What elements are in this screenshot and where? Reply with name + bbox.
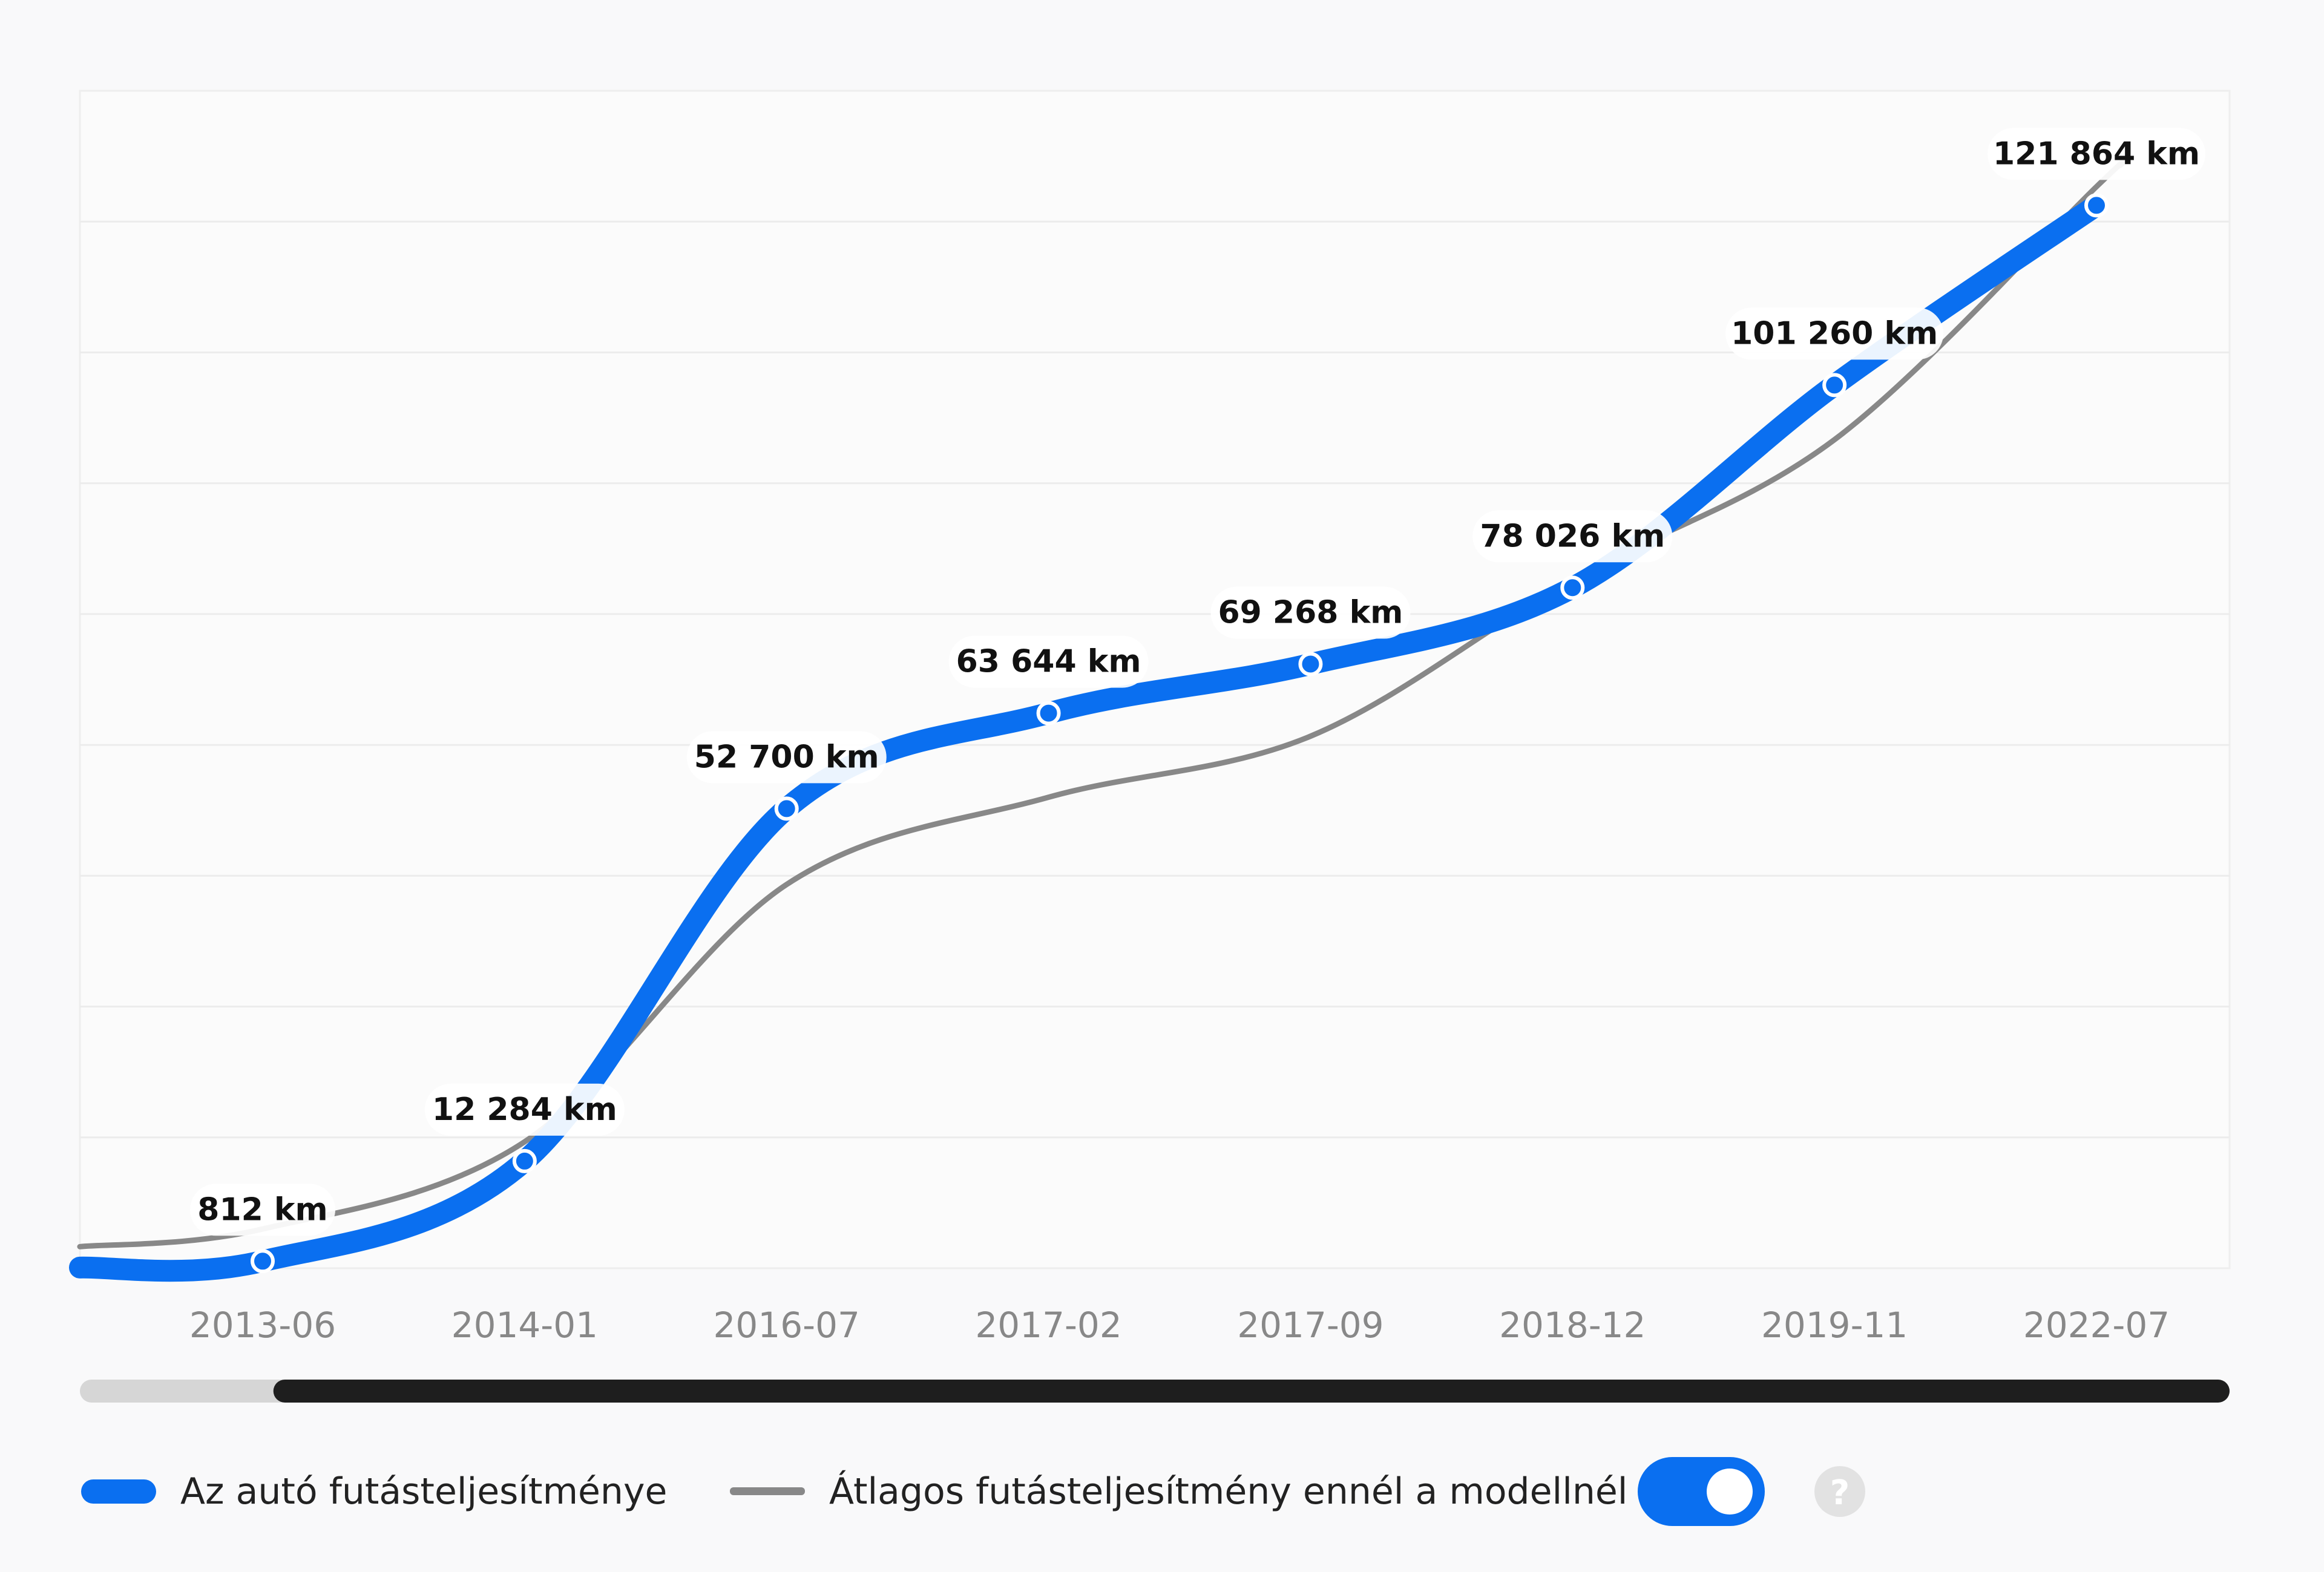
data-point xyxy=(1560,575,1585,600)
x-tick-label: 2017-02 xyxy=(975,1305,1121,1346)
data-label-background xyxy=(1472,510,1673,563)
data-point xyxy=(512,1148,537,1173)
data-label-background xyxy=(190,1184,335,1236)
data-label: 69 268 km xyxy=(1218,595,1403,631)
data-label-background xyxy=(1210,586,1411,639)
legend-swatch-average-mileage xyxy=(730,1487,805,1495)
legend-label-average-mileage: Átlagos futásteljesítmény ennél a modell… xyxy=(829,1470,1627,1513)
x-tick-label: 2017-09 xyxy=(1237,1305,1384,1346)
x-tick-label: 2022-07 xyxy=(2023,1305,2170,1346)
data-label: 101 260 km xyxy=(1731,315,1938,352)
series-line-average-mileage xyxy=(77,157,2128,1249)
legend-label-car-mileage: Az autó futásteljesítménye xyxy=(180,1470,667,1513)
x-tick-label: 2013-06 xyxy=(189,1305,336,1346)
scrollbar-thumb[interactable] xyxy=(273,1380,2230,1403)
x-axis: 2013-06 2014-01 2016-07 2017-02 2017-09 2018-… xyxy=(189,1305,2170,1346)
x-tick-label: 2019-11 xyxy=(1761,1305,1908,1346)
data-labels: 812 km 12 284 km 52 700 km 63 644 km 69 268 … xyxy=(190,128,2205,1236)
data-label: 121 864 km xyxy=(1993,136,2200,172)
grid-lines xyxy=(80,220,2230,1139)
plot-area xyxy=(79,90,2231,1269)
data-label: 812 km xyxy=(197,1191,327,1228)
data-point xyxy=(774,796,799,821)
toggle-knob[interactable] xyxy=(1707,1469,1753,1515)
data-point xyxy=(1036,701,1061,725)
data-point xyxy=(1298,652,1323,676)
legend-swatch-car-mileage xyxy=(81,1479,156,1504)
data-label-background xyxy=(424,1083,625,1136)
data-label: 63 644 km xyxy=(956,644,1141,680)
average-toggle-switch[interactable] xyxy=(1638,1457,1765,1526)
help-icon-glyph: ? xyxy=(1830,1473,1850,1513)
x-tick-label: 2016-07 xyxy=(714,1305,860,1346)
legend-item-car-mileage[interactable]: Az autó futásteljesítménye xyxy=(81,1470,667,1513)
data-label-background xyxy=(1988,128,2205,180)
data-point xyxy=(1822,373,1847,398)
data-label-background xyxy=(686,731,887,784)
data-label-background xyxy=(948,635,1149,688)
data-point xyxy=(2084,193,2109,218)
legend-item-average-mileage[interactable]: Átlagos futásteljesítmény ennél a modell… xyxy=(730,1470,1627,1513)
data-label: 78 026 km xyxy=(1480,518,1665,554)
question-circle-icon[interactable]: ? xyxy=(1814,1466,1865,1517)
data-label-background xyxy=(1725,307,1944,360)
legend: Az autó futásteljesítménye Átlagos futás… xyxy=(81,1457,1865,1526)
horizontal-scrollbar[interactable] xyxy=(80,1380,2230,1403)
x-tick-label: 2014-01 xyxy=(451,1305,598,1346)
data-points xyxy=(251,193,2109,1274)
data-label: 12 284 km xyxy=(432,1092,617,1128)
data-point xyxy=(251,1249,275,1274)
x-tick-label: 2018-12 xyxy=(1499,1305,1646,1346)
data-label: 52 700 km xyxy=(694,739,879,775)
